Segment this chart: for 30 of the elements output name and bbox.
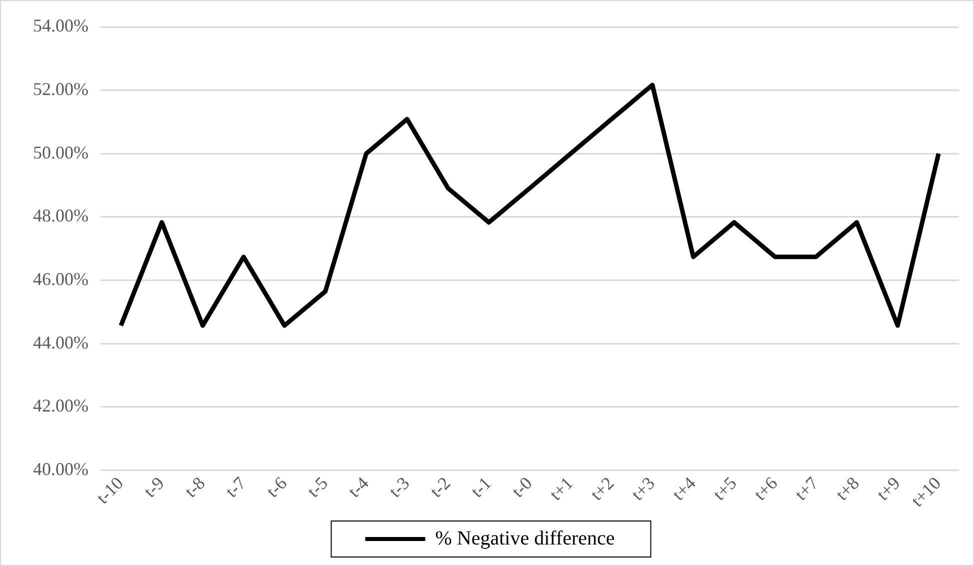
- x-tick-label: t+3: [627, 472, 659, 504]
- x-tick-label: t+2: [586, 472, 618, 504]
- y-tick-label: 44.00%: [32, 332, 88, 352]
- x-tick-label: t-7: [221, 472, 250, 502]
- x-tick-label: t-2: [426, 472, 454, 502]
- x-tick-label: t-9: [140, 472, 168, 502]
- x-tick-label: t-0: [508, 472, 536, 502]
- y-tick-label: 52.00%: [32, 79, 88, 100]
- legend-label: % Negative difference: [435, 527, 615, 550]
- x-tick-label: t-3: [384, 472, 414, 502]
- y-tick-label: 54.00%: [32, 16, 88, 36]
- x-tick-label: t-1: [466, 472, 496, 502]
- x-tick-label: t+1: [546, 472, 577, 504]
- x-tick-label: t+5: [709, 472, 740, 504]
- y-tick-label: 46.00%: [32, 269, 88, 290]
- y-tick-label: 42.00%: [32, 396, 88, 416]
- x-tick-label: t+10: [907, 472, 945, 511]
- x-tick-label: t-10: [92, 472, 128, 508]
- x-tick-label: t-5: [303, 472, 332, 502]
- x-tick-label: t-8: [180, 472, 209, 502]
- y-tick-label: 40.00%: [32, 459, 88, 480]
- y-tick-label: 48.00%: [32, 206, 88, 226]
- x-tick-label: t+8: [832, 472, 863, 504]
- x-tick-label: t-6: [262, 472, 291, 502]
- x-tick-label: t-4: [344, 472, 372, 502]
- y-tick-label: 50.00%: [32, 142, 88, 162]
- x-tick-label: t+7: [790, 472, 822, 504]
- x-tick-label: t+4: [668, 472, 700, 504]
- x-tick-label: t+6: [750, 472, 782, 504]
- x-tick-label: t+9: [872, 472, 904, 504]
